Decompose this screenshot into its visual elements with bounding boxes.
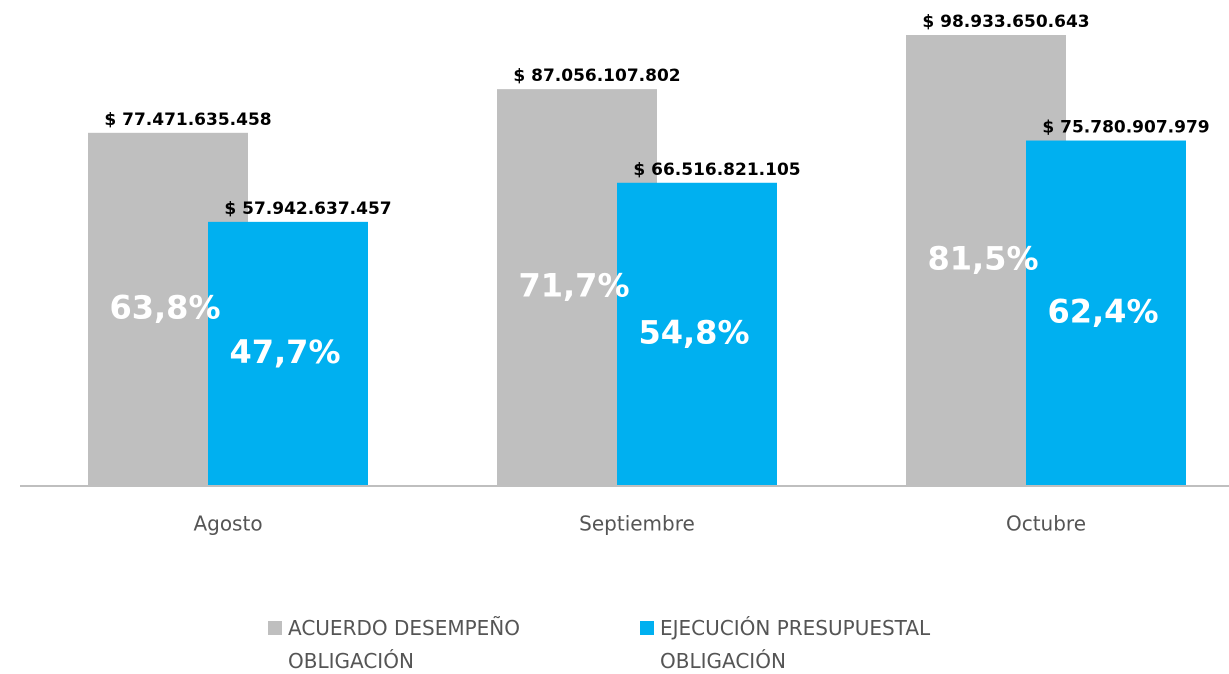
value-label: $ 77.471.635.458	[104, 110, 271, 130]
percentage-label: 54,8%	[638, 313, 749, 351]
value-label: $ 66.516.821.105	[633, 160, 800, 180]
x-tick-label: Agosto	[193, 512, 262, 536]
legend-item: ACUERDO DESEMPEÑO OBLIGACIÓN	[268, 612, 640, 674]
bar	[617, 182, 777, 487]
legend-label: ACUERDO DESEMPEÑO OBLIGACIÓN	[288, 616, 520, 673]
bar	[1026, 140, 1186, 486]
percentage-label: 81,5%	[927, 240, 1038, 278]
legend-label: EJECUCIÓN PRESUPUESTAL OBLIGACIÓN	[660, 616, 931, 673]
value-label: $ 98.933.650.643	[922, 12, 1089, 32]
legend-swatch	[268, 621, 282, 635]
x-tick-label: Septiembre	[579, 512, 695, 536]
value-label: $ 87.056.107.802	[513, 66, 680, 86]
legend-swatch	[640, 621, 654, 635]
percentage-label: 63,8%	[109, 288, 220, 326]
value-label: $ 75.780.907.979	[1042, 118, 1209, 138]
percentage-label: 71,7%	[518, 267, 629, 305]
percentage-label: 62,4%	[1047, 292, 1158, 330]
bar	[208, 221, 368, 487]
percentage-label: 47,7%	[229, 333, 340, 371]
legend-item: EJECUCIÓN PRESUPUESTAL OBLIGACIÓN	[640, 612, 990, 674]
x-tick-label: Octubre	[1006, 512, 1086, 536]
legend: ACUERDO DESEMPEÑO OBLIGACIÓN EJECUCIÓN PR…	[268, 612, 990, 674]
value-label: $ 57.942.637.457	[224, 199, 391, 219]
